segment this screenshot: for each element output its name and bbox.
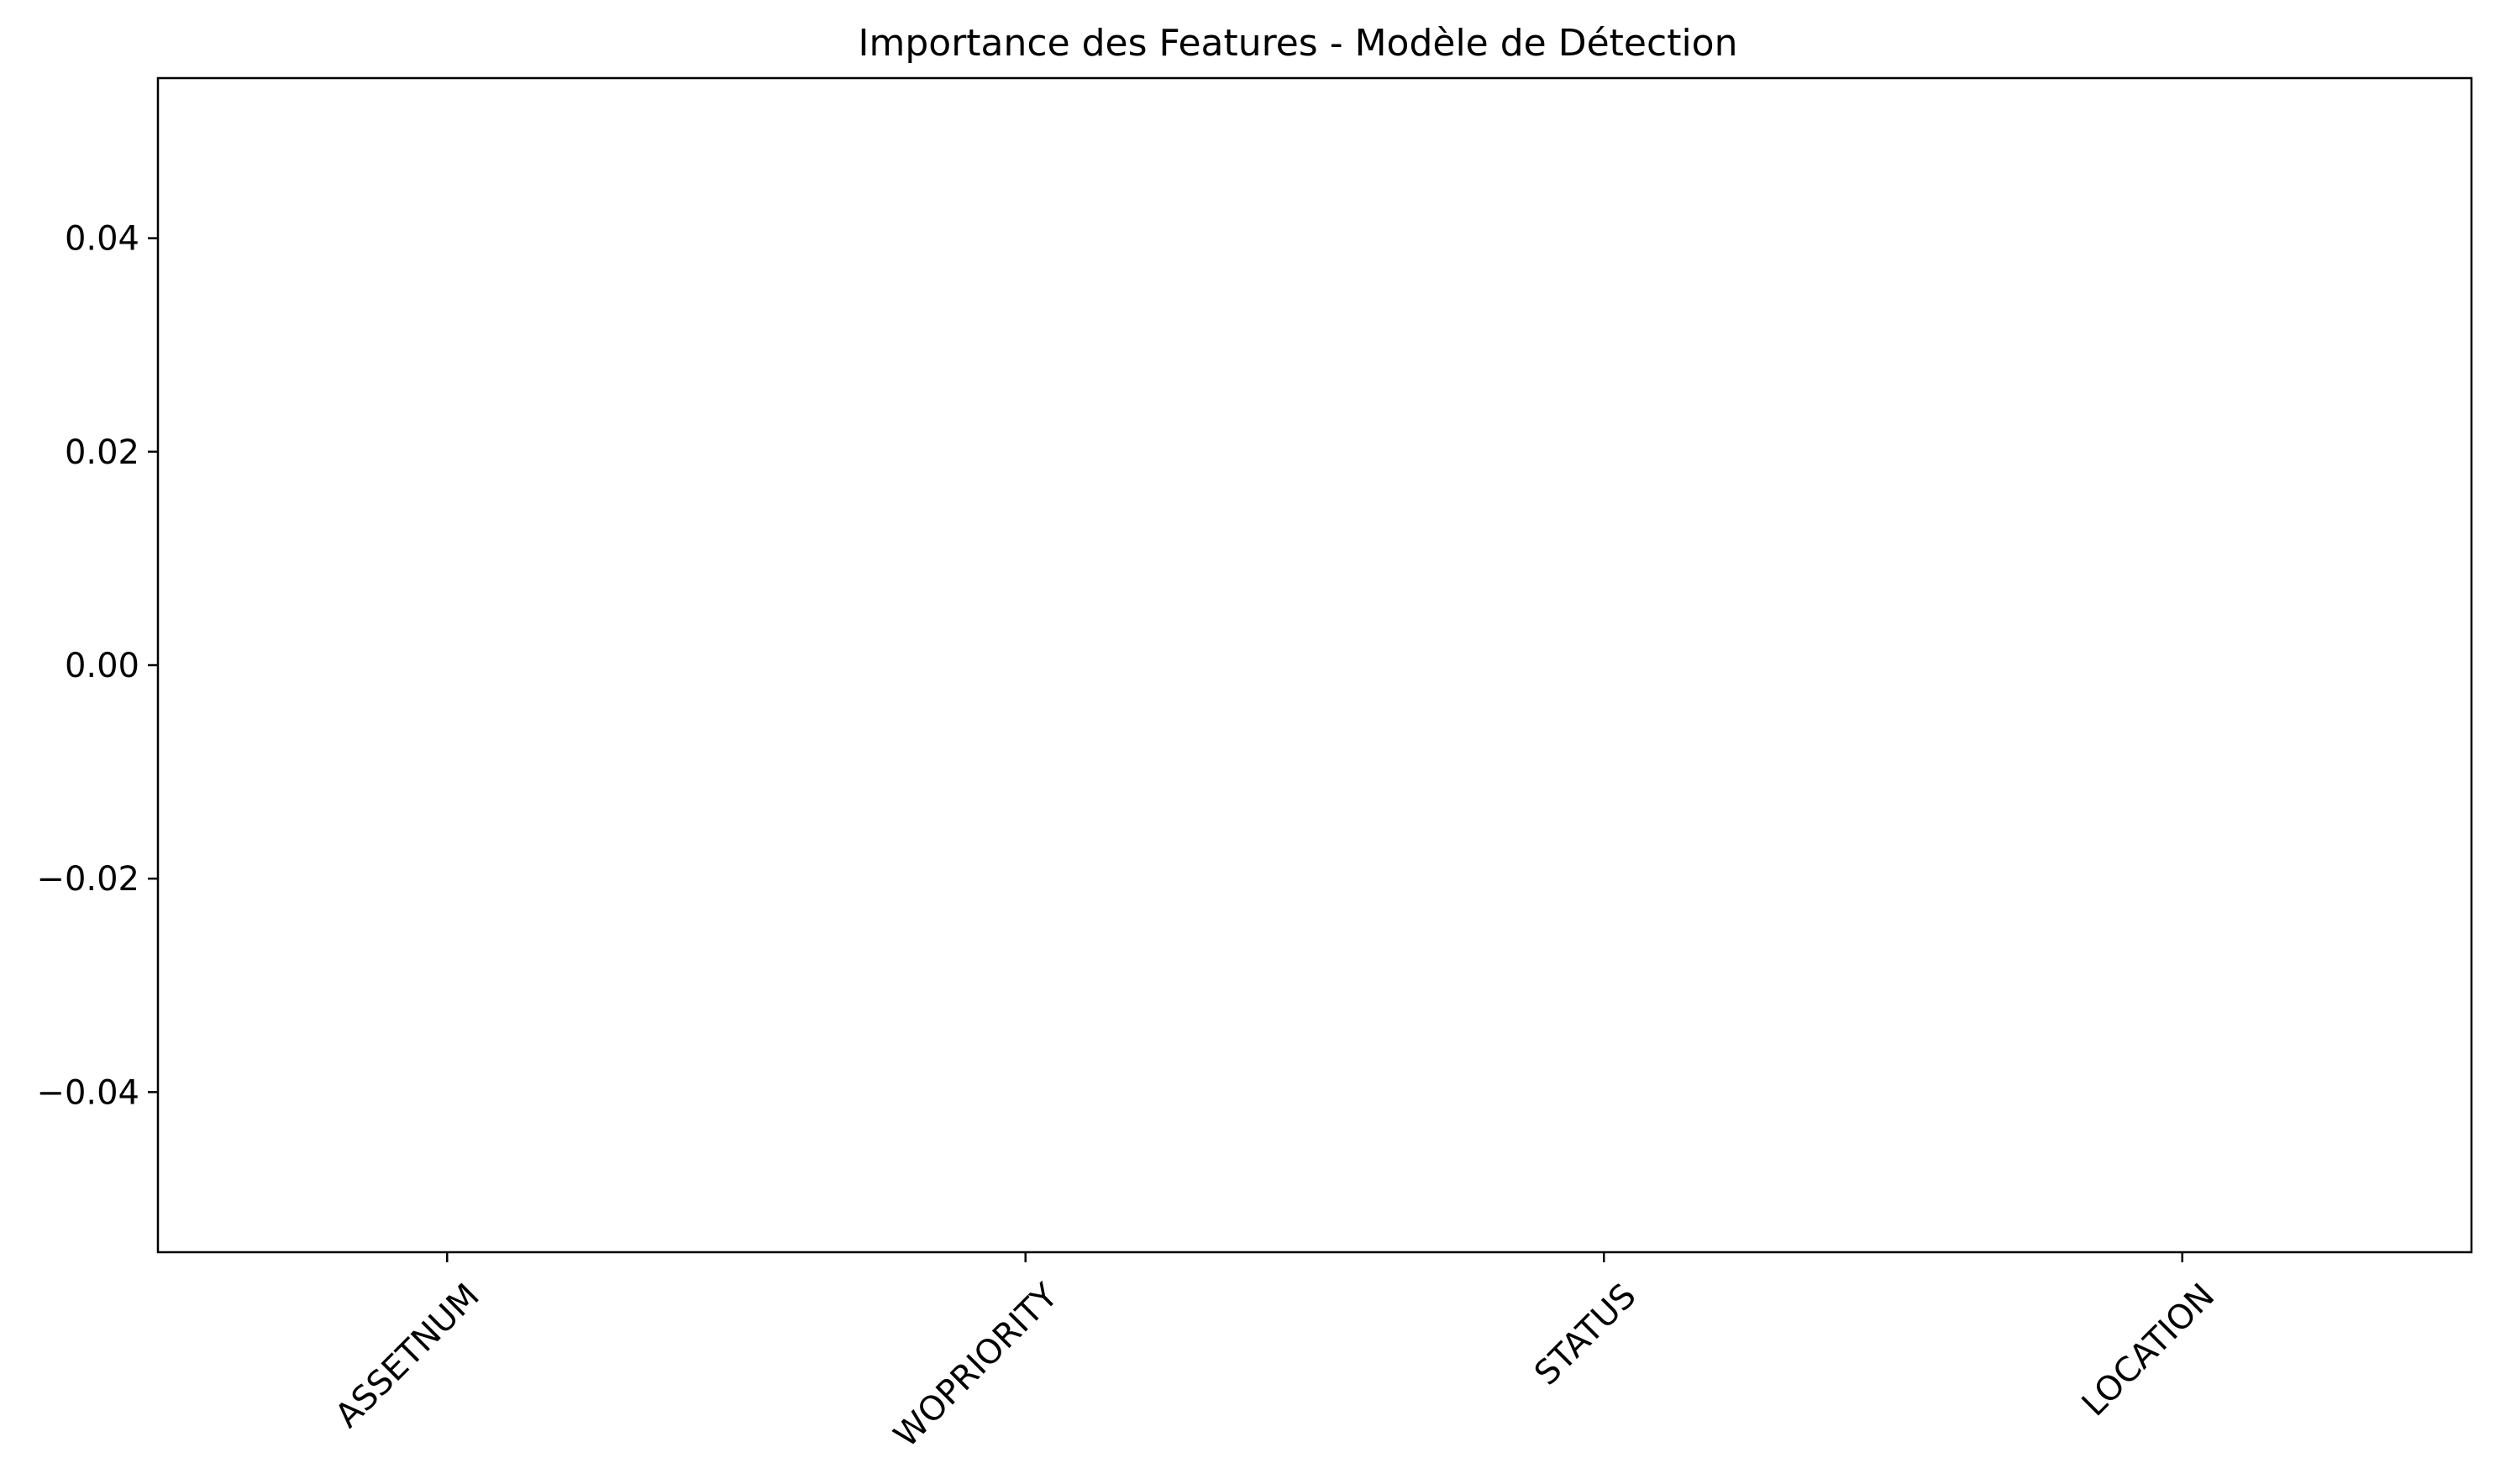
plot-frame [156, 76, 2473, 1254]
y-tick-label: 0.02 [65, 433, 139, 472]
y-tick-label: −0.04 [36, 1073, 139, 1112]
y-axis: −0.04 −0.02 0.00 0.02 0.04 [36, 220, 158, 1112]
chart-title: Importance des Features - Modèle de Déte… [859, 22, 1738, 65]
y-tick-label: 0.00 [65, 647, 139, 685]
y-tick-label: −0.02 [36, 860, 139, 899]
y-tick-label: 0.04 [65, 220, 139, 259]
